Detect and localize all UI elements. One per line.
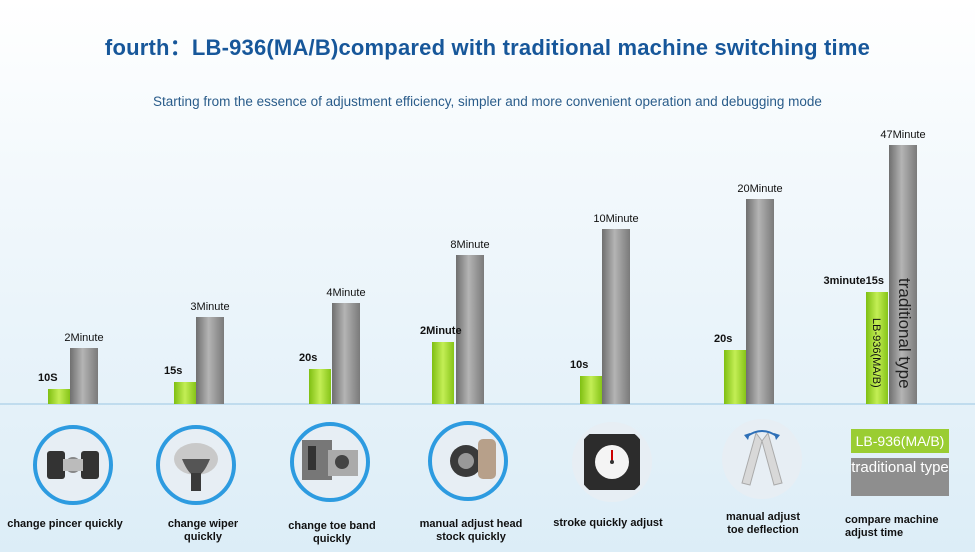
page-subtitle: Starting from the essence of adjustment … — [153, 94, 822, 109]
bar-traditional — [196, 317, 224, 404]
bar-label-lb936: 20s — [299, 352, 317, 364]
bar-traditional — [332, 303, 360, 404]
bar-label-lb936: 10S — [38, 372, 58, 384]
category-label: manual adjust toe deflection — [726, 511, 800, 536]
bar-lb936 — [724, 350, 746, 404]
bar-label-lb936: 20s — [714, 333, 732, 345]
bar-label-traditional: 20Minute — [737, 183, 782, 195]
bar-traditional — [746, 199, 774, 404]
bar-lb936 — [174, 382, 196, 404]
bar-label-lb936: 10s — [570, 359, 588, 371]
bar-label-traditional: 10Minute — [593, 213, 638, 225]
bar-lb936 — [309, 369, 331, 404]
category-label: change pincer quickly — [7, 518, 123, 530]
bar-label-traditional: 2Minute — [64, 332, 103, 344]
bar-label-traditional: 47Minute — [880, 129, 925, 141]
category-label: change wiper quickly — [167, 518, 239, 543]
category-label: manual adjust head stock quickly — [419, 518, 523, 543]
legend-traditional: traditional type — [851, 458, 949, 496]
bar-label-lb936: 2Minute — [420, 325, 462, 337]
legend-lb936: LB-936(MA/B) — [851, 429, 949, 453]
bar-traditional — [602, 229, 630, 404]
pincer-icon — [33, 425, 113, 505]
bar-label-lb936: 15s — [164, 365, 182, 377]
page-title: fourth：LB-936(MA/B)compared with traditi… — [104, 35, 871, 60]
bar-lb936 — [580, 376, 602, 404]
bar-label-traditional: 8Minute — [450, 239, 489, 251]
bar-label-lb936: 3minute15s — [823, 275, 884, 287]
bar-traditional — [456, 255, 484, 404]
timer-dial-icon — [572, 422, 652, 502]
category-label: change toe band quickly — [288, 520, 376, 545]
bar-lb936 — [48, 389, 70, 404]
bar-label-traditional: 3Minute — [190, 301, 229, 313]
head-stock-icon — [428, 421, 508, 501]
toe-band-icon — [290, 422, 370, 502]
bar-traditional — [889, 145, 917, 404]
toe-deflection-icon — [722, 419, 802, 499]
bar-lb936 — [432, 342, 454, 404]
category-label: stroke quickly adjust — [553, 517, 663, 529]
bar-lb936 — [866, 292, 888, 404]
bar-traditional — [70, 348, 98, 404]
bar-vertical-label-lb936: LB-936(MA/B) — [870, 318, 882, 388]
wiper-icon — [156, 425, 236, 505]
category-label: compare machine adjust time — [845, 514, 939, 539]
bar-vertical-label-traditional: traditional type — [895, 278, 914, 389]
bar-label-traditional: 4Minute — [326, 287, 365, 299]
